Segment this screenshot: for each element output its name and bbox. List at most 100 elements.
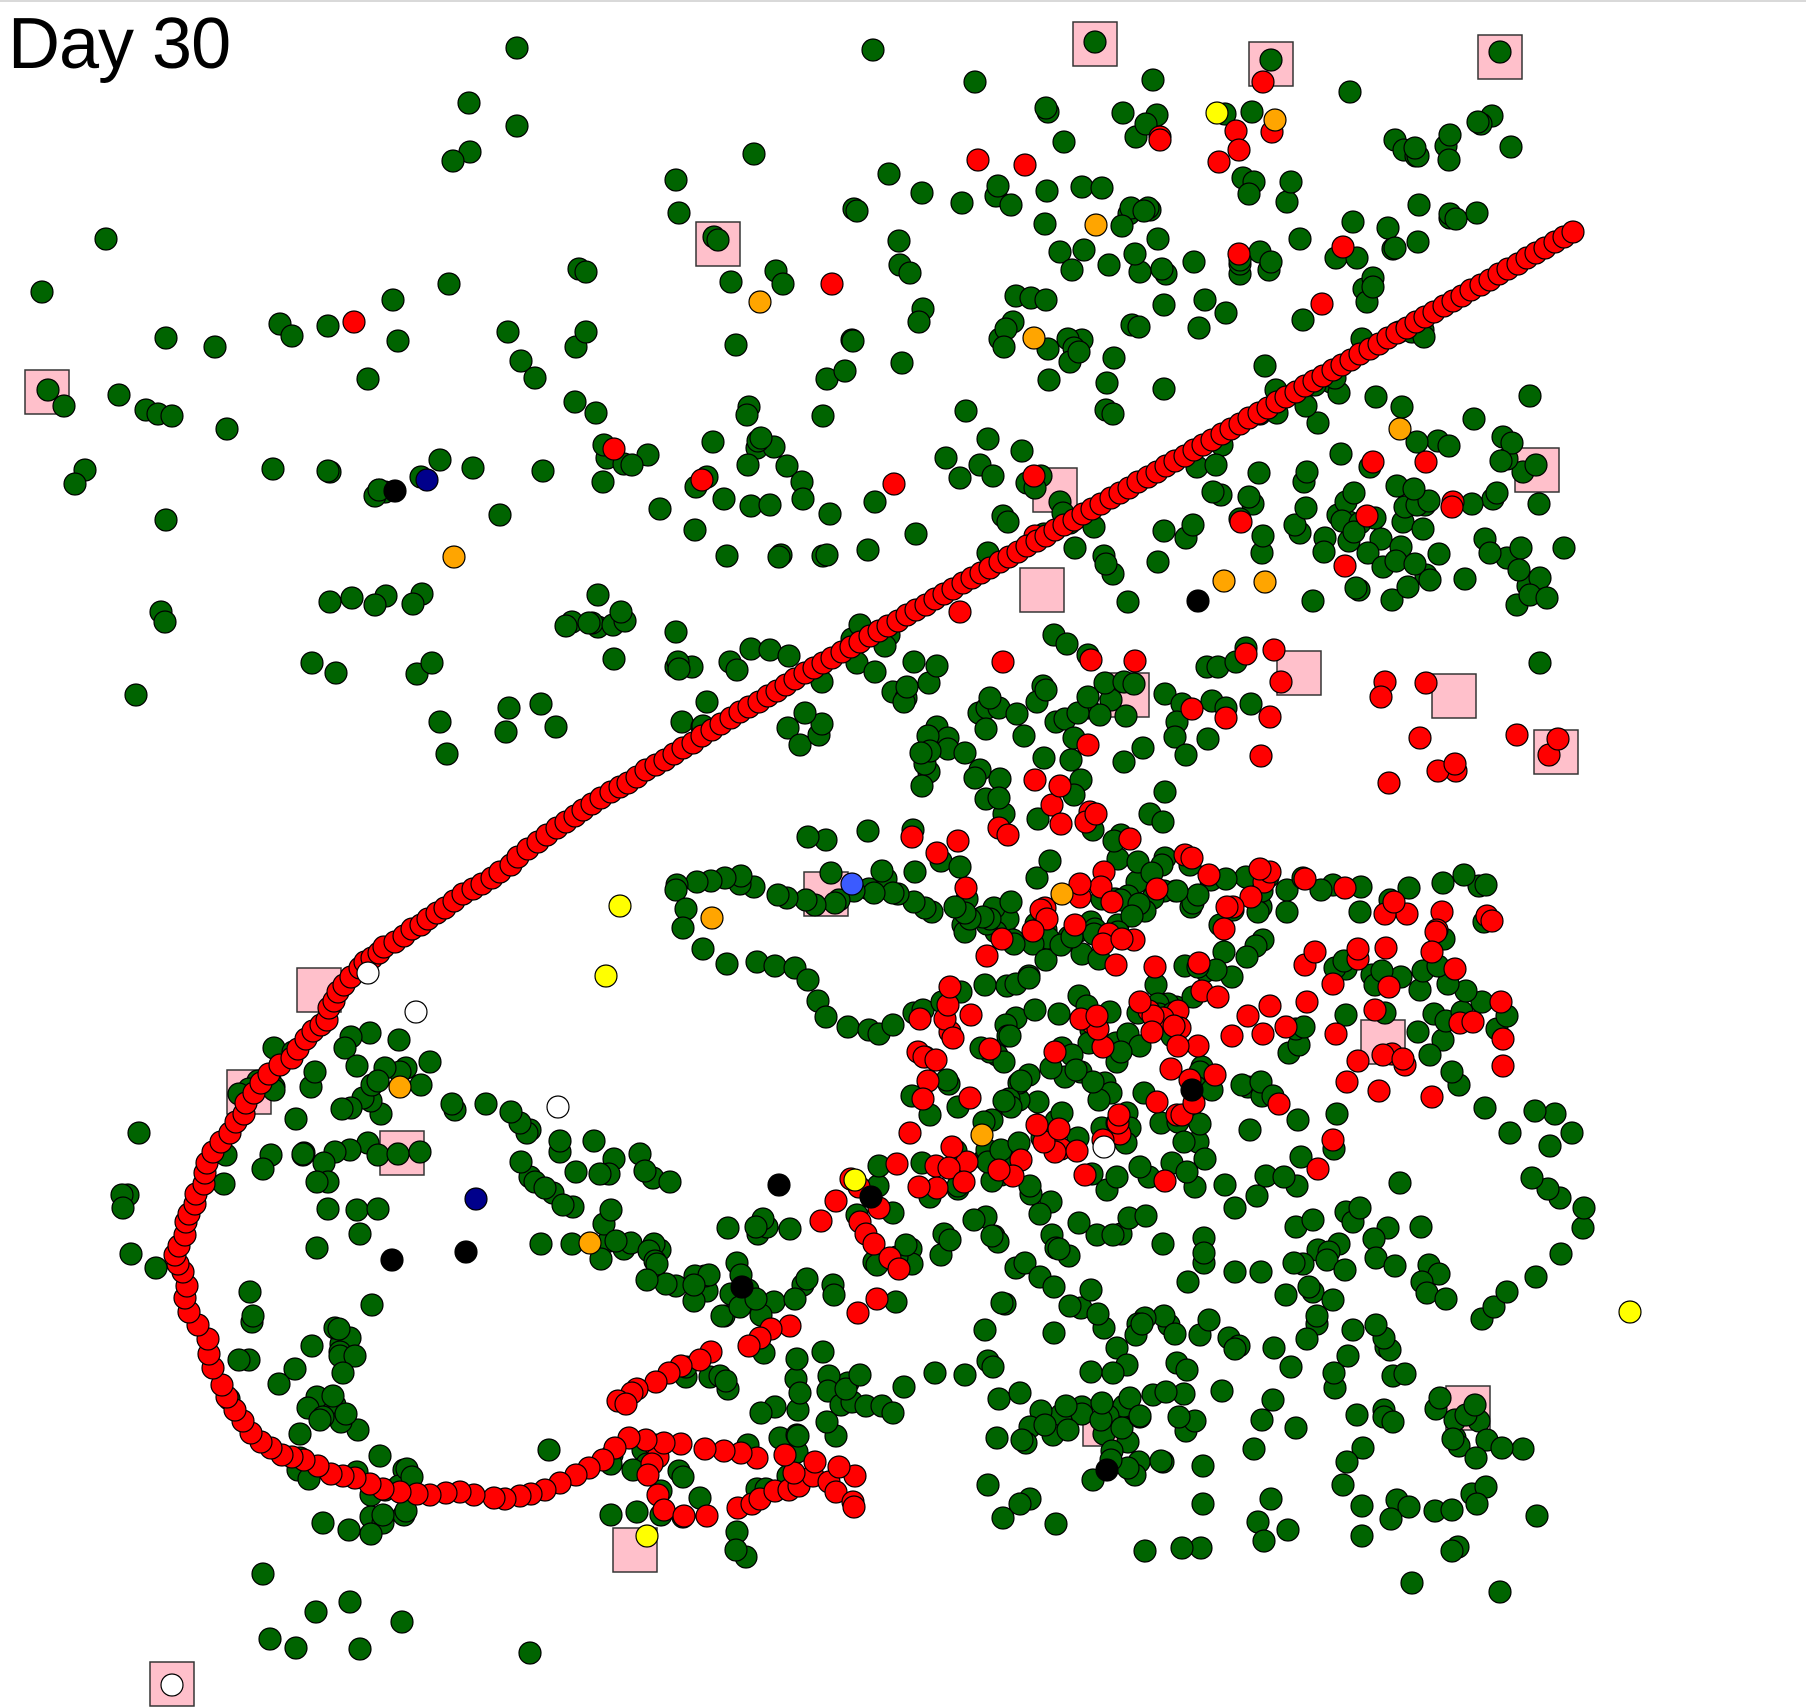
point-green <box>725 658 749 682</box>
point-red <box>1321 1128 1345 1152</box>
point-white <box>160 1673 184 1697</box>
point-green <box>1262 1336 1286 1360</box>
point-navy <box>464 1187 488 1211</box>
point-green <box>261 457 285 481</box>
point-green <box>1291 308 1315 332</box>
point-green <box>1341 210 1365 234</box>
point-red <box>1085 1004 1109 1028</box>
point-yellow <box>635 1524 659 1548</box>
point-green <box>1239 692 1263 716</box>
point-white <box>404 1000 428 1024</box>
point-green <box>1025 866 1049 890</box>
point-orange <box>1022 326 1046 350</box>
point-green <box>1042 1275 1066 1299</box>
point-green <box>777 644 801 668</box>
point-green <box>1348 1196 1372 1220</box>
point-green <box>251 1157 275 1181</box>
point-green <box>337 1518 361 1542</box>
point-green <box>796 968 820 992</box>
point-red <box>1424 920 1448 944</box>
point-green <box>895 675 919 699</box>
point-green <box>1235 945 1259 969</box>
point-red <box>693 1437 717 1461</box>
point-red <box>1084 802 1108 826</box>
point-green <box>386 1142 410 1166</box>
point-green <box>119 1242 143 1266</box>
point-red <box>941 1026 965 1050</box>
point-red <box>865 1287 889 1311</box>
point-red <box>1377 771 1401 795</box>
point-green <box>1112 750 1136 774</box>
point-green <box>1409 1215 1433 1239</box>
point-green <box>1463 1393 1487 1417</box>
point-green <box>488 503 512 527</box>
point-green <box>1058 1294 1082 1318</box>
point-green <box>1120 904 1144 928</box>
point-green <box>1428 1386 1452 1410</box>
point-green <box>1010 1428 1034 1452</box>
point-green <box>1181 513 1205 537</box>
point-green <box>428 448 452 472</box>
point-green <box>992 335 1016 359</box>
point-red <box>602 437 626 461</box>
point-green <box>1154 1380 1178 1404</box>
point-green <box>509 349 533 373</box>
point-green <box>1406 230 1430 254</box>
point-green <box>1151 1232 1175 1256</box>
point-green <box>437 272 461 296</box>
point-green <box>340 586 364 610</box>
point-green <box>1507 558 1531 582</box>
point-green <box>381 288 405 312</box>
point-green <box>1489 449 1513 473</box>
point-green <box>359 1522 383 1546</box>
point-green <box>1499 135 1523 159</box>
point-green <box>976 1473 1000 1497</box>
point-green <box>1081 1070 1105 1094</box>
point-red <box>1324 1022 1348 1046</box>
point-green <box>786 1424 810 1448</box>
point-red <box>1166 1034 1190 1058</box>
point-green <box>1350 1524 1374 1548</box>
point-green <box>1192 1241 1216 1265</box>
point-red <box>1303 940 1327 964</box>
point-green <box>1152 519 1176 543</box>
point-green <box>505 114 529 138</box>
point-red <box>846 1301 870 1325</box>
point-green <box>366 1069 390 1093</box>
point-red <box>1391 1047 1415 1071</box>
point-green <box>584 401 608 425</box>
point-green <box>1090 1391 1114 1415</box>
point-green <box>1301 589 1325 613</box>
point-red <box>1047 1117 1071 1141</box>
point-green <box>533 1176 557 1200</box>
point-green <box>894 1233 918 1257</box>
point-green <box>963 766 987 790</box>
point-yellow <box>1205 101 1229 125</box>
point-red <box>1491 1027 1515 1051</box>
point-red <box>1186 1034 1210 1058</box>
point-green <box>1251 524 1275 548</box>
point-green <box>1536 1177 1560 1201</box>
point-red <box>1073 1163 1097 1187</box>
point-green <box>1034 678 1058 702</box>
point-red <box>990 927 1014 951</box>
point-red <box>1408 726 1432 750</box>
point-red <box>1140 1020 1164 1044</box>
point-green <box>978 686 1002 710</box>
point-red <box>1107 1103 1131 1127</box>
point-green <box>1464 1446 1488 1470</box>
point-green <box>1397 1495 1421 1519</box>
point-green <box>985 1426 1009 1450</box>
point-green <box>1274 1283 1298 1307</box>
point-green <box>251 1562 275 1586</box>
point-green <box>980 1224 1004 1248</box>
point-red <box>1414 671 1438 695</box>
point-green <box>1333 1258 1357 1282</box>
point-green <box>1038 849 1062 873</box>
point-green <box>990 1291 1014 1315</box>
point-green <box>1405 430 1429 454</box>
point-green <box>1152 377 1176 401</box>
point-green <box>1379 1507 1403 1531</box>
point-red <box>614 1392 638 1416</box>
point-green <box>834 1377 858 1401</box>
